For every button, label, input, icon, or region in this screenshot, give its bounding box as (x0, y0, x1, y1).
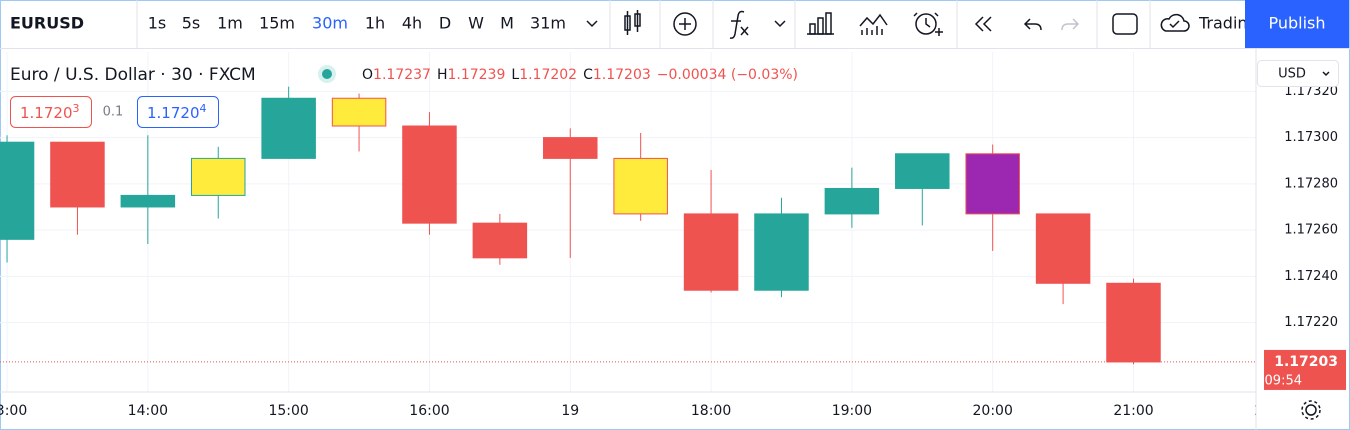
cloud-icon (1160, 13, 1190, 32)
layout-button[interactable] (1112, 13, 1138, 35)
candle-body (120, 194, 176, 208)
y-tick-label: 1.17240 (1284, 269, 1338, 284)
publish-button[interactable] (1245, 0, 1349, 48)
candle-body (824, 187, 880, 215)
x-tick-label: 16:00 (409, 403, 449, 419)
y-tick-label: 1.17220 (1284, 315, 1338, 330)
x-tick-label: 13:00 (0, 403, 27, 419)
sell-price: 1.17203 (20, 102, 80, 122)
buy-button[interactable] (137, 96, 219, 128)
x-axis: 13:00 14:00 15:00 16:00 19 18:00 19:00 20:00 21:… (0, 403, 1270, 419)
interval[interactable]: M (500, 14, 514, 33)
spread: 0.1 (103, 105, 124, 120)
ohlc-value: 1.17202 (519, 67, 577, 83)
chart-type-button[interactable] (624, 10, 641, 35)
y-tick-label: 1.17280 (1284, 176, 1338, 191)
currency-dropdown (1322, 71, 1330, 77)
indicators-dropdown[interactable] (774, 20, 786, 28)
market-status (322, 69, 332, 79)
interval[interactable]: 31m (530, 14, 566, 33)
interval[interactable]: 5s (182, 14, 201, 33)
x-tick-label: 21:00 (1113, 403, 1153, 419)
buy-price-pip: 4 (200, 102, 207, 115)
y-axis: 1.17220 1.17240 1.17260 1.17280 1.17300 1.173… (1264, 84, 1346, 390)
compare-button[interactable] (673, 12, 697, 36)
countdown: 09:54 (1265, 373, 1302, 388)
ohlc-label: C (583, 67, 593, 83)
candle-body (1035, 213, 1091, 284)
redo-button[interactable] (1061, 18, 1080, 31)
candle-body (190, 157, 246, 196)
interval[interactable]: W (468, 14, 484, 33)
last-price-label: 1.17203 (1274, 354, 1338, 370)
candle-body (754, 213, 809, 291)
plot-area (0, 52, 1256, 392)
x-tick-label: 19 (561, 403, 579, 419)
interval[interactable]: 1s (148, 14, 167, 33)
x-tick-label: 20:00 (973, 403, 1013, 419)
sell-button[interactable] (10, 96, 92, 128)
interval[interactable]: 15m (259, 14, 295, 33)
y-tick-label: 1.17260 (1284, 223, 1338, 238)
candle-body (683, 213, 739, 291)
buy-price-main: 1.1720 (147, 104, 200, 122)
x-tick-label: 18:00 (691, 403, 731, 419)
ohlc-label: L (511, 67, 519, 83)
candle-body (895, 153, 950, 189)
currency-label: USD (1278, 67, 1306, 82)
candle-body (965, 153, 1020, 215)
symbol[interactable]: EURUSD (10, 14, 84, 33)
interval[interactable]: 1m (217, 14, 243, 33)
replay-button[interactable] (974, 16, 992, 32)
undo-button[interactable] (1023, 18, 1042, 31)
candle-body (613, 157, 668, 215)
interval[interactable]: 1h (365, 14, 385, 33)
settings-button[interactable] (1301, 400, 1321, 420)
ohlc-label: H (437, 67, 448, 83)
buy-price: 1.17204 (147, 102, 207, 122)
x-tick-label: 19:00 (832, 403, 872, 419)
sell-price-main: 1.1720 (20, 104, 73, 122)
candle-body (543, 137, 598, 159)
ohlc-label: O (362, 67, 373, 83)
interval[interactable]: D (439, 14, 451, 33)
candle-body (1106, 282, 1161, 363)
x-tick-label: 15:00 (268, 403, 308, 419)
currency-button[interactable] (1257, 60, 1339, 87)
legend-title: Euro / U.S. Dollar · 30 · FXCM (10, 65, 256, 85)
check-icon (1169, 20, 1180, 29)
ohlc-value: 1.17239 (447, 67, 505, 83)
interval-dropdown[interactable] (586, 20, 598, 28)
change: −0.00034 (−0.03%) (657, 67, 798, 83)
candle-body (331, 97, 387, 127)
publish-label: Publish (1268, 14, 1325, 33)
templates-button[interactable] (807, 12, 834, 35)
candle-body (402, 125, 457, 224)
interval-active[interactable]: 30m (312, 14, 348, 33)
last-price-box (1264, 349, 1346, 390)
candle-body (50, 141, 105, 208)
candle-body (261, 97, 316, 159)
alert-button[interactable] (913, 12, 943, 36)
ohlc-value: 1.17237 (373, 67, 431, 83)
ohlc-value: 1.17203 (593, 67, 651, 83)
trading-panel-button[interactable]: Trading (1160, 13, 1258, 33)
x-tick-label: 14:00 (128, 403, 168, 419)
sell-price-pip: 3 (73, 102, 80, 115)
trading-panel-label: Trading (1198, 14, 1258, 33)
y-tick-label: 1.17300 (1284, 130, 1338, 145)
alert-indicator-button[interactable] (859, 13, 888, 35)
y-tick-label: 1.17320 (1284, 84, 1338, 99)
candle-body (0, 141, 35, 240)
interval[interactable]: 4h (402, 14, 422, 33)
indicators-button[interactable] (729, 10, 749, 39)
candle-body (472, 222, 528, 259)
toolbar (1, 1, 1349, 48)
legend-ohlc: O1.17237 H1.17239 L1.17202 C1.17203 −0.00034… (362, 67, 798, 83)
